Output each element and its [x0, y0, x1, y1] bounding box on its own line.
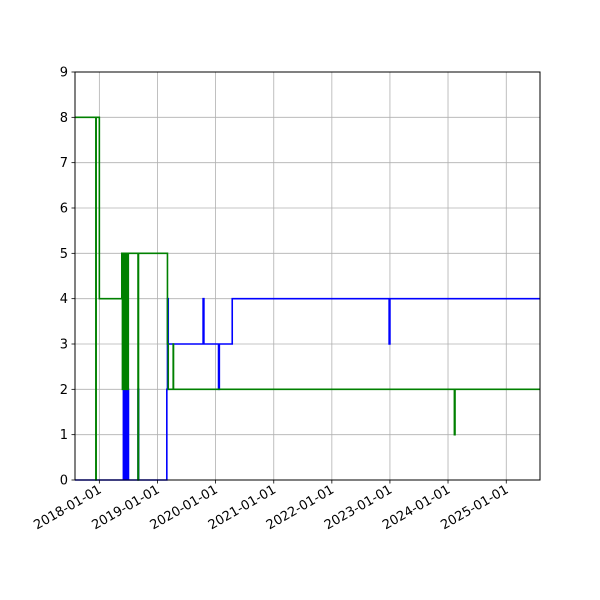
y-tick-label: 6: [60, 202, 68, 217]
plot-area: [75, 72, 540, 480]
y-tick-label: 5: [60, 247, 68, 262]
y-tick-label: 7: [60, 156, 68, 171]
y-tick-label: 9: [60, 66, 68, 81]
plot-frame: [74, 71, 541, 481]
y-tick-label: 4: [60, 292, 68, 307]
y-tick-label: 0: [60, 474, 68, 489]
y-tick-label: 8: [60, 111, 68, 126]
y-tick-label: 3: [60, 338, 68, 353]
series-line-1: [75, 116, 540, 481]
y-tick-label: 2: [60, 383, 68, 398]
series-layer: [75, 116, 540, 481]
y-tick-label: 1: [60, 428, 68, 443]
